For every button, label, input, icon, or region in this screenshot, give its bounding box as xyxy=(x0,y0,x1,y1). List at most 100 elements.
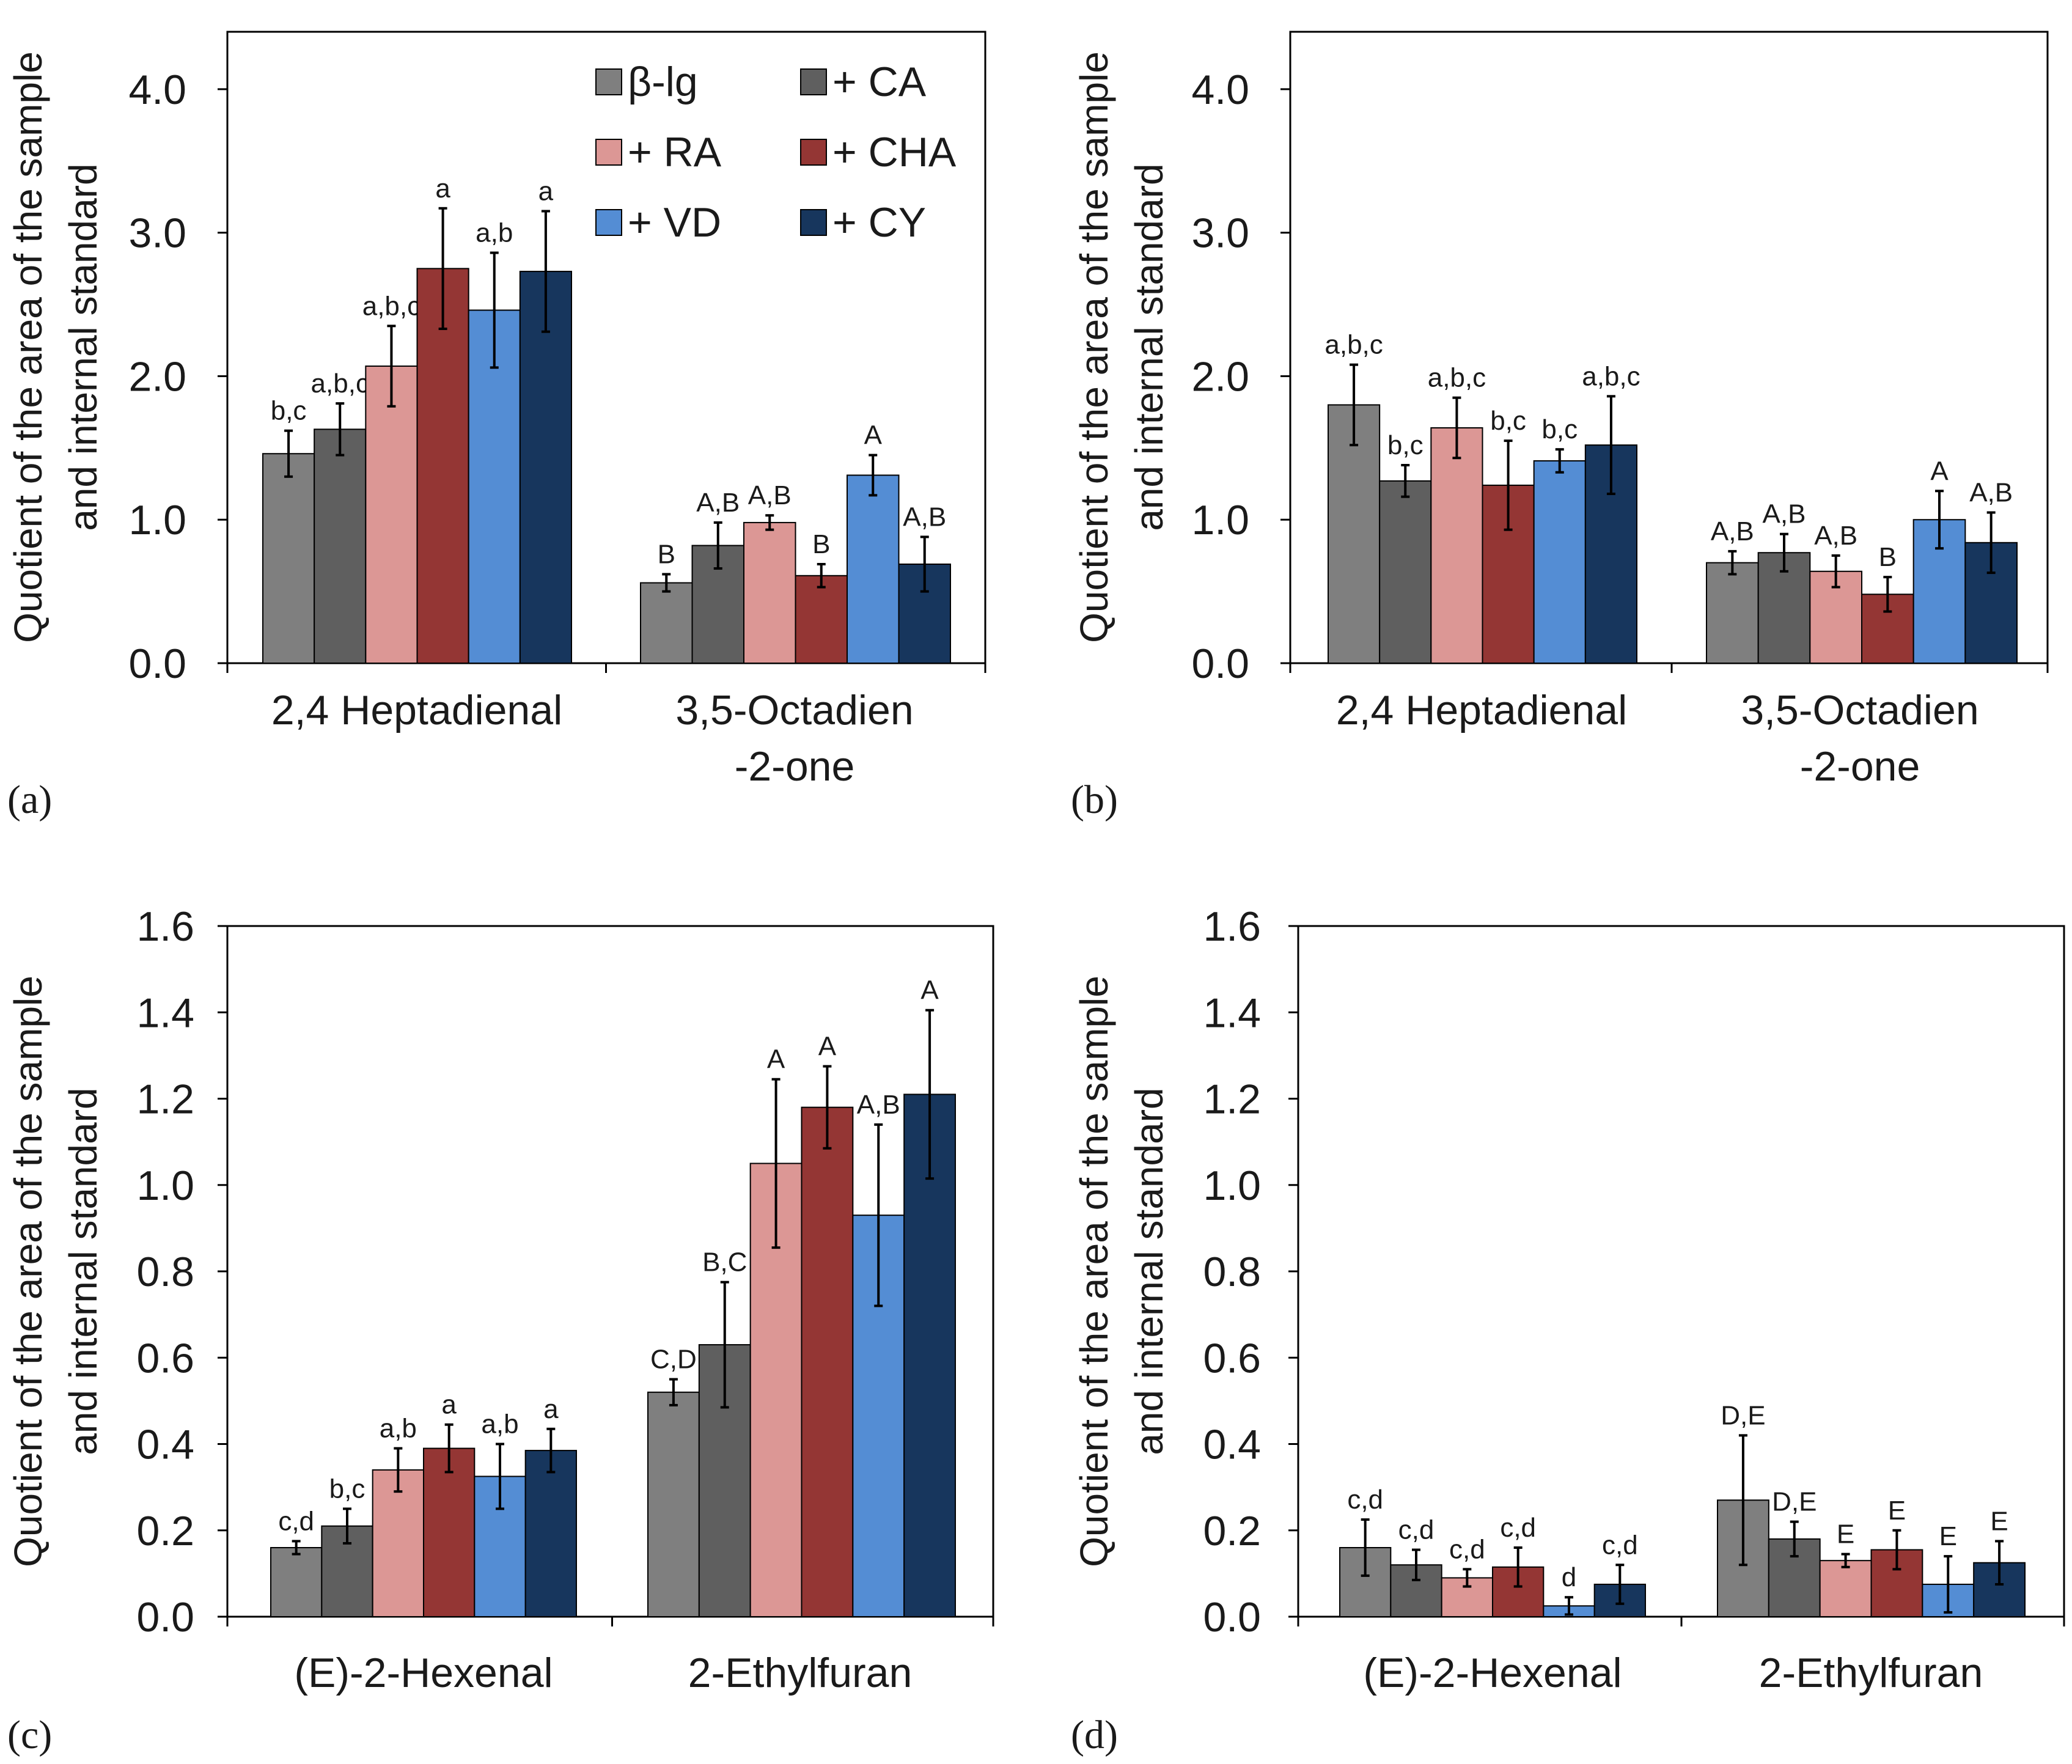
significance-label: C,D xyxy=(650,1345,697,1375)
significance-label: a,b xyxy=(380,1414,417,1444)
y-axis-label: and internal standard xyxy=(61,163,105,531)
y-tick-label: 1.2 xyxy=(136,1076,194,1123)
x-category-label: -2-one xyxy=(735,743,855,790)
significance-label: A,B xyxy=(903,502,946,532)
bar xyxy=(795,575,848,664)
bar xyxy=(903,1093,956,1617)
x-category-label: 3,5-Octadien xyxy=(675,687,913,733)
significance-label: D,E xyxy=(1772,1487,1817,1517)
bar xyxy=(847,474,900,664)
y-axis-label: Quotient of the area of the sample xyxy=(6,976,50,1567)
x-category-label: (E)-2-Hexenal xyxy=(1363,1650,1622,1696)
significance-label: B xyxy=(812,529,830,559)
chart-panel-4: 0.0 0.2 0.4 0.6 0.8 1.0 1.2 1.4 1.6 c,d c,d c,d c,d d… xyxy=(1071,903,2065,1757)
bar xyxy=(1706,562,1759,664)
bar xyxy=(640,582,693,664)
legend-swatch xyxy=(595,68,622,95)
significance-label: a,b,c xyxy=(1324,330,1383,360)
legend-label: + VD xyxy=(628,199,721,246)
y-axis-label: and internal standard xyxy=(1127,163,1171,531)
x-category-label: 3,5-Octadien xyxy=(1741,687,1978,733)
significance-label: c,d xyxy=(1398,1515,1435,1545)
bar xyxy=(1819,1560,1872,1617)
significance-label: B xyxy=(1879,542,1897,572)
significance-label: E xyxy=(1990,1506,2008,1536)
panel-label: (a) xyxy=(7,777,52,822)
significance-label: D,E xyxy=(1721,1400,1765,1430)
y-tick-label: 1.6 xyxy=(1203,903,1261,950)
y-tick-label: 0.8 xyxy=(1203,1249,1261,1295)
significance-label: c,d xyxy=(1449,1534,1485,1564)
legend-swatch xyxy=(595,209,622,236)
panel-label: (b) xyxy=(1071,777,1118,822)
significance-label: A xyxy=(818,1032,837,1062)
y-tick-label: 1.4 xyxy=(136,990,194,1036)
significance-label: A,B xyxy=(696,488,740,518)
bar xyxy=(1861,594,1914,664)
significance-label: A,B xyxy=(748,480,792,510)
bar xyxy=(1430,427,1483,664)
legend-swatch xyxy=(595,139,622,166)
bar xyxy=(1533,460,1586,664)
y-tick-label: 1.0 xyxy=(128,497,186,543)
y-tick-label: 1.6 xyxy=(136,903,194,950)
y-tick-label: 0.0 xyxy=(136,1594,194,1641)
significance-label: E xyxy=(1837,1520,1854,1549)
y-axis-label: and internal standard xyxy=(1127,1087,1171,1455)
legend-swatch xyxy=(800,68,827,95)
y-tick-label: 4.0 xyxy=(128,67,186,113)
bar xyxy=(262,453,315,664)
y-axis-label: Quotient of the area of the sample xyxy=(1072,976,1116,1567)
bar xyxy=(524,1450,578,1617)
x-category-label: 2,4 Heptadienal xyxy=(271,687,562,733)
panel-label: (d) xyxy=(1071,1713,1118,1757)
legend-swatch xyxy=(800,139,827,166)
y-tick-label: 0.2 xyxy=(136,1508,194,1554)
bar xyxy=(801,1106,854,1617)
bar xyxy=(423,1447,476,1617)
chart-panel-3: 0.0 0.2 0.4 0.6 0.8 1.0 1.2 1.4 1.6 c,d b,c a,b a a,b… xyxy=(6,903,994,1757)
y-tick-label: 4.0 xyxy=(1191,67,1249,113)
significance-label: c,d xyxy=(278,1506,314,1536)
y-tick-label: 1.0 xyxy=(136,1163,194,1209)
bar xyxy=(314,428,367,664)
y-axis-label: Quotient of the area of the sample xyxy=(6,51,50,643)
significance-label: A,B xyxy=(1711,516,1754,546)
significance-label: A xyxy=(920,976,939,1005)
significance-label: c,d xyxy=(1602,1530,1638,1560)
significance-label: b,c xyxy=(1541,414,1578,444)
y-axis-label: and internal standard xyxy=(61,1087,105,1455)
significance-label: a xyxy=(543,1394,559,1424)
significance-label: a,b,c xyxy=(1582,361,1640,391)
significance-label: A,B xyxy=(1763,499,1806,529)
y-tick-label: 1.2 xyxy=(1203,1076,1261,1123)
bar xyxy=(647,1391,700,1617)
legend-label: + CA xyxy=(832,59,927,105)
significance-label: b,c xyxy=(329,1474,366,1504)
significance-label: a,b,c xyxy=(362,291,421,321)
significance-label: A,B xyxy=(857,1090,900,1120)
panel-label: (c) xyxy=(7,1713,52,1757)
y-tick-label: 0.2 xyxy=(1203,1508,1261,1554)
bar xyxy=(365,366,418,664)
significance-label: a xyxy=(538,176,554,206)
bar xyxy=(519,271,572,664)
significance-label: c,d xyxy=(1500,1513,1536,1543)
y-tick-label: 3.0 xyxy=(128,210,186,257)
y-tick-label: 0.0 xyxy=(128,641,186,687)
significance-label: A xyxy=(1930,456,1949,486)
y-axis-label: Quotient of the area of the sample xyxy=(1072,51,1116,643)
y-tick-label: 2.0 xyxy=(128,353,186,400)
significance-label: a,b xyxy=(476,218,513,248)
y-tick-label: 1.4 xyxy=(1203,990,1261,1036)
y-tick-label: 1.0 xyxy=(1191,497,1249,543)
bar xyxy=(743,521,796,664)
y-tick-label: 0.0 xyxy=(1203,1594,1261,1641)
legend: β-lg + CA + RA + CHA + VD + CY xyxy=(595,59,957,246)
significance-label: A,B xyxy=(1814,521,1857,551)
significance-label: A,B xyxy=(1969,477,2013,507)
y-tick-label: 0.4 xyxy=(136,1422,194,1468)
significance-label: c,d xyxy=(1347,1485,1383,1515)
